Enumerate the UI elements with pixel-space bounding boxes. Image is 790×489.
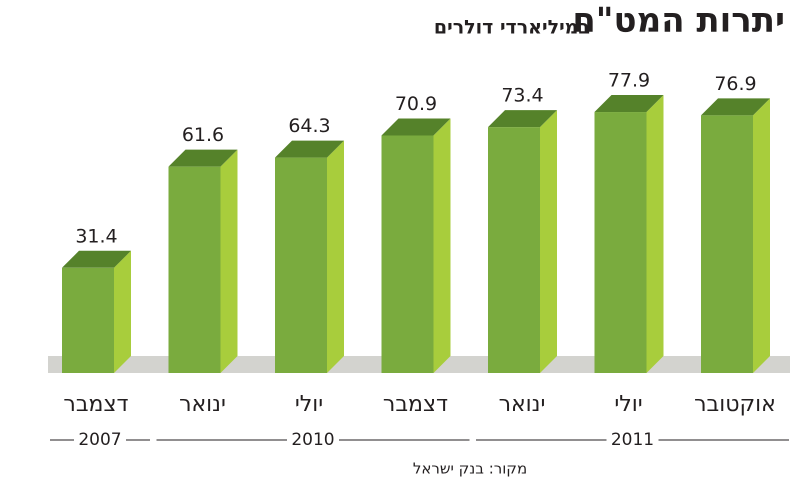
bar — [62, 267, 114, 373]
x-tick-label: אוקטובר — [694, 392, 776, 417]
bar-top — [275, 140, 344, 158]
bar — [594, 112, 647, 373]
bar — [168, 166, 221, 373]
bar-side — [753, 98, 770, 373]
bar — [381, 135, 434, 373]
source: מקור: בנק ישראל — [413, 460, 527, 478]
year-label: 2007 — [78, 430, 121, 450]
value-label: 76.9 — [714, 73, 756, 95]
bar-top — [62, 250, 131, 268]
x-tick-label: דצמבר — [63, 392, 128, 417]
bar-side — [433, 118, 451, 373]
bar-top — [594, 95, 664, 113]
value-label: 73.4 — [501, 85, 543, 107]
bar-side — [114, 250, 131, 373]
bar — [701, 115, 753, 373]
bar-top — [488, 110, 557, 128]
bar-side — [540, 110, 557, 374]
year-label: 2010 — [291, 430, 334, 450]
value-label: 64.3 — [288, 115, 330, 137]
bar-top — [701, 98, 770, 116]
chart-title: יתרות המט"ח — [572, 1, 785, 41]
bar-top — [381, 118, 451, 136]
bar-top — [168, 149, 238, 167]
x-tick-label: דצמבר — [383, 392, 448, 417]
x-tick-label: ינואר — [499, 392, 546, 417]
chart-subtitle: במיליארדי דולרים — [434, 17, 590, 39]
value-label: 61.6 — [182, 124, 224, 146]
bar-side — [327, 140, 344, 373]
value-label: 77.9 — [608, 70, 650, 92]
x-tick-label: יולי — [614, 392, 642, 417]
bar-side — [646, 95, 664, 373]
bar-side — [220, 149, 238, 373]
year-label: 2011 — [611, 430, 654, 450]
bar — [488, 127, 540, 373]
bar — [275, 157, 327, 373]
value-label: 31.4 — [75, 225, 117, 247]
x-tick-label: ינואר — [179, 392, 226, 417]
value-label: 70.9 — [395, 93, 437, 115]
x-tick-label: יולי — [295, 392, 323, 417]
